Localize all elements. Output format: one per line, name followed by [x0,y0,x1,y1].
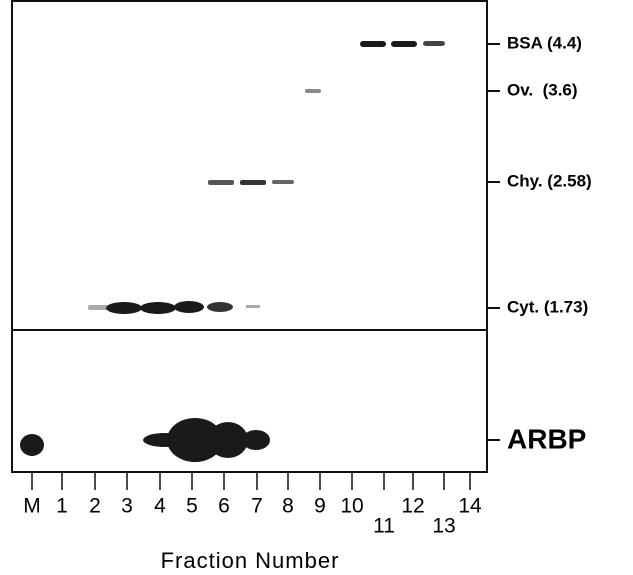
x-axis-label: Fraction Number [161,548,340,573]
gel-bands [20,41,445,462]
marker-ticks [487,43,500,441]
lane-label: 6 [218,495,230,518]
lane-label: 9 [314,495,326,518]
band [106,302,142,314]
lane-label: 13 [432,515,455,538]
marker-label: BSA (4.4) [507,33,582,52]
band [246,305,260,308]
blot-label: ARBP [507,423,586,454]
lane-label: 11 [373,515,395,538]
band [207,302,233,312]
lane-label: 2 [89,495,101,518]
band [272,180,294,184]
band [174,301,204,313]
band [208,180,234,185]
band [423,41,445,46]
lane-label: 4 [154,495,166,518]
band [20,434,44,456]
band [391,41,417,47]
lane-label: 12 [401,495,424,518]
band [242,430,270,450]
marker-label: Chy. (2.58) [507,171,592,190]
lane-label: 7 [251,495,263,518]
band [360,41,386,47]
band [88,305,108,310]
marker-label: Ov. (3.6) [507,80,578,99]
lane-label: 10 [340,495,363,518]
band [140,302,176,314]
lane-label: 8 [282,495,294,518]
gel-frame [11,0,488,473]
band [167,418,223,462]
marker-label: Cyt. (1.73) [507,297,588,316]
band [240,180,266,185]
lane-label: 5 [186,495,198,518]
lane-label: 1 [56,495,68,518]
lane-label: M [23,495,41,518]
lane-label: 14 [458,495,482,518]
band [208,422,248,458]
lane-label: 3 [121,495,133,518]
band [305,89,321,93]
